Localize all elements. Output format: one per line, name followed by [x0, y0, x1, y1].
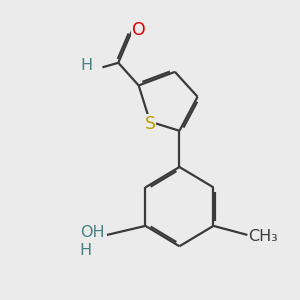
Text: S: S — [145, 115, 155, 133]
Text: CH₃: CH₃ — [248, 229, 278, 244]
Text: H: H — [80, 58, 93, 73]
Text: OH: OH — [80, 225, 105, 240]
Text: H: H — [80, 243, 92, 258]
Text: O: O — [132, 21, 145, 39]
